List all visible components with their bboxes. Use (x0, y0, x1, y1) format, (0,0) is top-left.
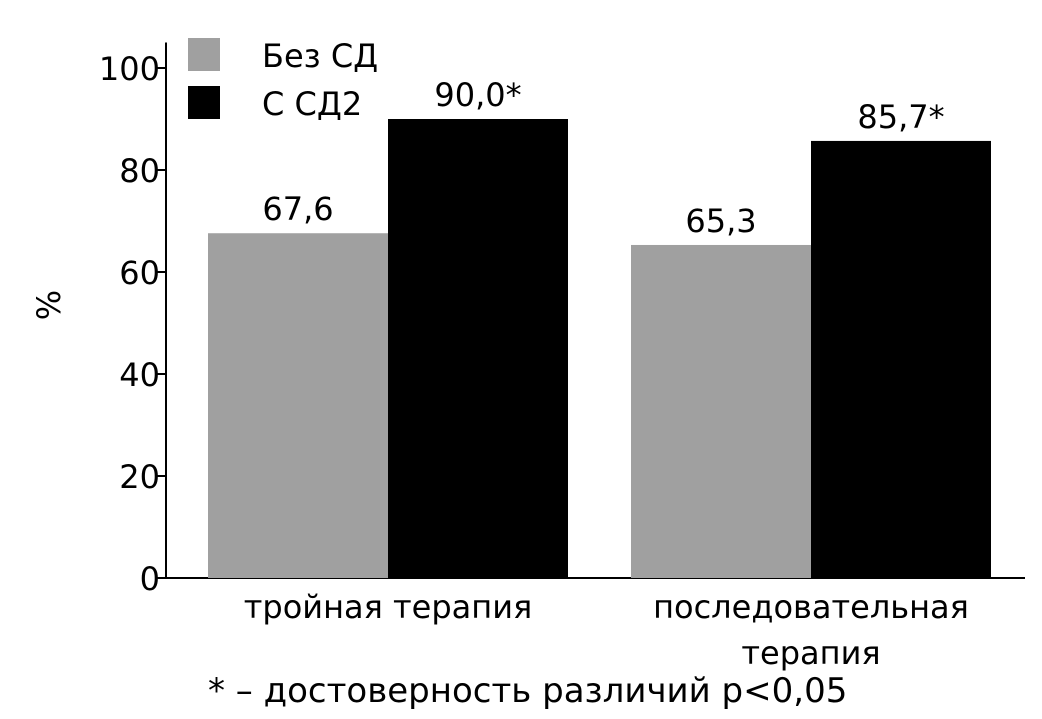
bar-value-label: 67,6 (262, 190, 333, 228)
y-tick-label: 80 (119, 152, 160, 190)
y-tick-label: 100 (99, 50, 160, 88)
bar-0-1 (388, 119, 568, 578)
y-tick-label: 60 (119, 254, 160, 292)
legend-swatch (188, 38, 220, 71)
bar-value-label: 85,7* (857, 98, 944, 136)
bar-value-label: 90,0* (434, 76, 521, 114)
chart-category-labels: тройная терапия последовательная терапия (244, 588, 969, 672)
y-tick-label: 0 (140, 560, 160, 598)
x-category-label: последовательная (653, 588, 969, 626)
bar-0-0 (208, 233, 388, 579)
bar-1-1 (811, 140, 991, 578)
footnote: * – достоверность различий p<0,05 (208, 671, 847, 711)
chart-legend: Без СД С СД2 (188, 37, 378, 123)
y-tick-label: 40 (119, 356, 160, 394)
chart-value-labels: 67,6 90,0* 65,3 85,7* (262, 76, 944, 240)
legend-label: Без СД (262, 37, 378, 75)
bar-1-0 (631, 244, 811, 578)
y-tick-label: 20 (119, 458, 160, 496)
bar-value-label: 65,3 (685, 202, 756, 240)
legend-swatch (188, 86, 220, 119)
x-category-label: тройная терапия (244, 588, 533, 626)
chart-bars (208, 119, 991, 579)
y-axis-label: % (30, 290, 68, 320)
x-category-label: терапия (741, 634, 880, 672)
legend-label: С СД2 (262, 85, 362, 123)
